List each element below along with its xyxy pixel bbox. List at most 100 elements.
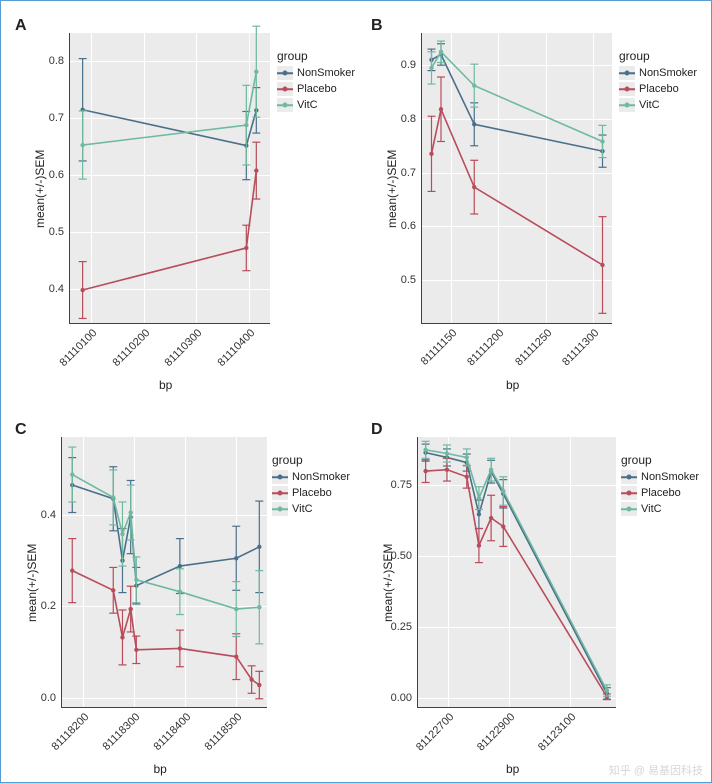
- ytick-label: 0.8: [49, 55, 64, 67]
- legend-label: NonSmoker: [641, 471, 699, 483]
- series-line-placebo: [83, 171, 257, 290]
- legend-item-nonsmoker: NonSmoker: [619, 65, 697, 81]
- legend-label: Placebo: [297, 83, 337, 95]
- series-line-nonsmoker: [72, 485, 259, 586]
- ytick-label: 0.8: [401, 113, 416, 125]
- series-point: [128, 510, 132, 514]
- series-line-nonsmoker: [426, 453, 607, 694]
- panel-label-d: D: [371, 421, 383, 439]
- legend-key: [621, 470, 637, 484]
- legend-key: [272, 470, 288, 484]
- ytick-label: 0.6: [49, 169, 64, 181]
- legend-key: [272, 502, 288, 516]
- panel-label-b: B: [371, 17, 383, 35]
- legend-title: group: [619, 49, 697, 63]
- legend-dot-icon: [627, 491, 632, 496]
- legend-item-placebo: Placebo: [619, 81, 697, 97]
- ytick-label: 0.75: [391, 479, 412, 491]
- panel-label-c: C: [15, 421, 27, 439]
- plot-area-d: 0.000.250.500.75811227008112290081123100: [417, 437, 616, 708]
- legend-b: group NonSmokerPlacebo VitC: [619, 49, 697, 113]
- series-layer: [62, 437, 267, 707]
- series-point: [439, 50, 443, 54]
- legend-label: VitC: [641, 503, 662, 515]
- series-point: [254, 168, 258, 172]
- legend-key: [272, 486, 288, 500]
- series-point: [445, 451, 449, 455]
- xtick-label: 81110300: [163, 327, 205, 369]
- series-point: [477, 496, 481, 500]
- series-point: [80, 143, 84, 147]
- legend-label: NonSmoker: [292, 471, 350, 483]
- legend-a: groupNonSmokerPlaceboVitC: [277, 49, 355, 113]
- legend-title: group: [277, 49, 355, 63]
- xtick-label: 81122700: [414, 711, 457, 754]
- series-point: [439, 107, 443, 111]
- legend-item-placebo: Placebo: [621, 485, 699, 501]
- ytick-label: 0.6: [401, 220, 416, 232]
- xtick-label: 81111250: [513, 327, 554, 368]
- legend-item-nonsmoker: NonSmoker: [621, 469, 699, 485]
- series-point: [234, 607, 238, 611]
- legend-key: [277, 98, 293, 112]
- series-point: [465, 475, 469, 479]
- series-layer: [418, 437, 616, 707]
- series-point: [234, 556, 238, 560]
- series-point: [600, 263, 604, 267]
- xtick-label: 81118200: [49, 711, 91, 753]
- legend-item-vitc: VitC: [619, 97, 697, 113]
- x-axis-title: bp: [159, 378, 172, 392]
- plot-area-b: 0.50.60.70.80.98111115081111200811112508…: [421, 33, 612, 324]
- legend-label: VitC: [292, 503, 313, 515]
- legend-label: VitC: [297, 99, 318, 111]
- ytick-label: 0.0: [41, 692, 56, 704]
- legend-title: group: [621, 453, 699, 467]
- series-point: [501, 524, 505, 528]
- legend-c: group NonSmoker Placebo VitC: [272, 453, 350, 517]
- legend-d: group NonSmoker Placebo VitC: [621, 453, 699, 517]
- legend-dot-icon: [627, 507, 632, 512]
- plot-area-c: 0.00.20.48111820081118300811184008111850…: [61, 437, 267, 708]
- legend-label: Placebo: [292, 487, 332, 499]
- y-axis-title: mean(+/-)SEM: [381, 544, 395, 622]
- series-point: [472, 83, 476, 87]
- xtick-label: 81122900: [475, 711, 518, 754]
- xtick-label: 81110200: [110, 327, 152, 369]
- xtick-label: 81111200: [465, 327, 506, 368]
- ytick-label: 0.25: [391, 621, 412, 633]
- series-point: [178, 564, 182, 568]
- ytick-label: 0.5: [401, 274, 416, 286]
- ytick-label: 0.7: [401, 167, 416, 179]
- series-point: [134, 578, 138, 582]
- legend-key: [277, 66, 293, 80]
- xtick-label: 81118400: [152, 711, 194, 753]
- ytick-label: 0.4: [41, 509, 56, 521]
- series-point: [244, 246, 248, 250]
- plot-area-a: 0.40.50.60.70.88111010081110200811103008…: [69, 33, 270, 324]
- x-axis-title: bp: [506, 378, 519, 392]
- series-point: [489, 516, 493, 520]
- series-point: [429, 66, 433, 70]
- legend-label: VitC: [639, 99, 660, 111]
- xtick-label: 81111300: [560, 327, 601, 368]
- legend-item-vitc: VitC: [621, 501, 699, 517]
- series-point: [501, 489, 505, 493]
- ytick-label: 0.00: [391, 692, 412, 704]
- legend-item-placebo: Placebo: [272, 485, 350, 501]
- legend-title: group: [272, 453, 350, 467]
- legend-key: [277, 82, 293, 96]
- legend-label: Placebo: [641, 487, 681, 499]
- x-axis-title: bp: [154, 762, 167, 776]
- series-point: [128, 607, 132, 611]
- series-point: [489, 467, 493, 471]
- watermark: 知乎 @ 易基因科技: [609, 762, 703, 778]
- legend-dot-icon: [278, 475, 283, 480]
- series-layer: [422, 33, 612, 323]
- legend-dot-icon: [283, 71, 288, 76]
- legend-item-vitc: VitC: [272, 501, 350, 517]
- series-point: [423, 469, 427, 473]
- series-point: [465, 455, 469, 459]
- figure: A0.40.50.60.70.8811101008111020081110300…: [0, 0, 712, 783]
- series-point: [249, 677, 253, 681]
- series-point: [445, 467, 449, 471]
